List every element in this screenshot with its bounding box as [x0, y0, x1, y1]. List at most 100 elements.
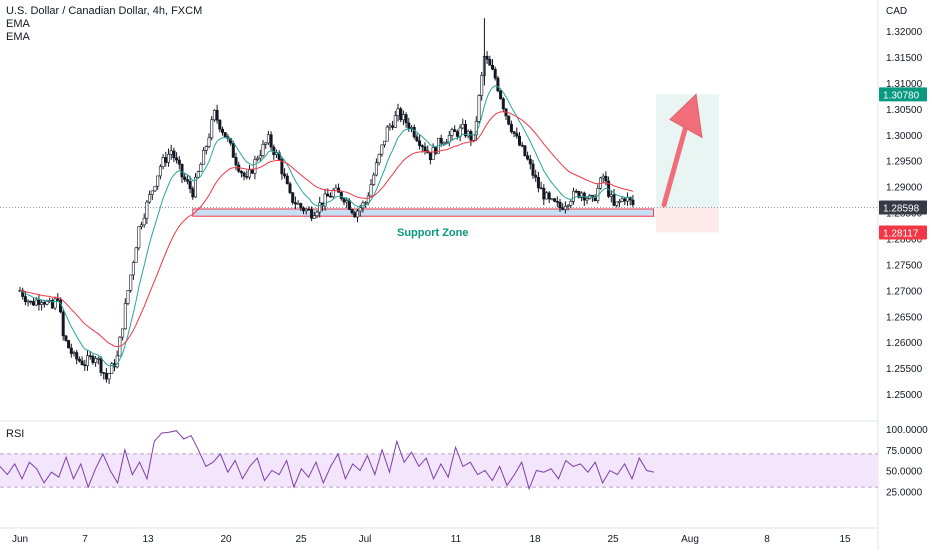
- price-tick-label: 1.27000: [886, 286, 923, 297]
- candle-body: [156, 175, 160, 187]
- candle-body: [264, 142, 268, 145]
- projection-arrow-head: [669, 93, 703, 139]
- candle-body: [72, 352, 76, 354]
- candle-body: [512, 131, 516, 134]
- candle-body: [385, 126, 389, 142]
- candle-body: [185, 179, 189, 182]
- candle-body: [148, 194, 152, 203]
- candle-body: [431, 147, 435, 161]
- candle-body: [288, 183, 292, 193]
- candle-body: [423, 146, 427, 152]
- candle-body: [401, 114, 405, 121]
- candle-body: [612, 194, 616, 206]
- candle-body: [172, 150, 176, 159]
- legend-ema-slow[interactable]: EMA: [6, 31, 30, 43]
- candle-body: [99, 358, 103, 373]
- candle-body: [493, 69, 497, 79]
- candle-body: [301, 207, 305, 212]
- candle-body: [77, 358, 81, 362]
- candle-body: [528, 158, 532, 165]
- candle-body: [623, 198, 627, 202]
- candle-body: [231, 142, 235, 158]
- candle-body: [550, 198, 554, 201]
- candle-body: [296, 203, 300, 205]
- candle-body: [80, 360, 84, 365]
- candle-body: [223, 132, 227, 138]
- candle-body: [453, 129, 457, 132]
- candle-body: [115, 355, 119, 368]
- candle-body: [382, 140, 386, 146]
- candle-body: [245, 176, 249, 178]
- candle-body: [175, 157, 179, 161]
- candle-body: [490, 64, 494, 70]
- support-zone: [192, 208, 655, 217]
- candle-body: [536, 177, 540, 189]
- time-tick-label: Jul: [359, 534, 372, 545]
- candle-body: [534, 175, 538, 178]
- rsi-tick-label: 75.0000: [886, 446, 923, 457]
- candle-body: [107, 373, 111, 380]
- candle-body: [164, 157, 168, 163]
- price-tick-label: 1.28000: [886, 235, 923, 246]
- ema-fast-line: [19, 85, 634, 367]
- candle-body: [523, 145, 527, 157]
- candle-body: [123, 303, 127, 330]
- candle-body: [83, 364, 87, 366]
- candle-body: [94, 358, 98, 363]
- candle-body: [585, 198, 589, 201]
- candle-body: [515, 133, 519, 137]
- stop-zone: [656, 207, 719, 233]
- candle-body: [161, 157, 165, 167]
- candle-body: [472, 134, 476, 141]
- candle-body: [488, 59, 492, 66]
- candle-body: [355, 210, 359, 218]
- rsi-tick-label: 100.0000: [886, 425, 928, 436]
- candle-body: [150, 190, 154, 195]
- candle-body: [261, 144, 265, 156]
- candle-body: [539, 187, 543, 190]
- candle-body: [269, 134, 273, 148]
- candle-body: [64, 335, 68, 341]
- candle-body: [61, 311, 65, 337]
- candle-body: [399, 108, 403, 121]
- candle-body: [167, 153, 171, 163]
- candle-body: [307, 208, 311, 211]
- candle-body: [404, 114, 408, 124]
- price-badge-label: 1.30780: [883, 90, 920, 101]
- candle-body: [215, 110, 219, 121]
- time-tick-label: 7: [82, 534, 88, 545]
- price-badge-label: 1.28598: [883, 204, 920, 215]
- legend-ema-fast[interactable]: EMA: [6, 18, 30, 30]
- candle-body: [45, 301, 49, 305]
- price-badge: [879, 87, 927, 102]
- candle-body: [250, 169, 254, 174]
- candle-body: [342, 198, 346, 203]
- candle-body: [121, 328, 125, 338]
- candle-body: [566, 205, 570, 207]
- candle-body: [353, 212, 357, 218]
- candle-body: [391, 125, 395, 128]
- price-tick-label: 1.32000: [886, 27, 923, 38]
- candle-body: [571, 190, 575, 202]
- candle-body: [609, 194, 613, 197]
- candle-body: [396, 108, 400, 116]
- candle-body: [67, 340, 71, 349]
- candle-body: [461, 123, 465, 129]
- rsi-tick-label: 25.0000: [886, 487, 923, 498]
- candle-body: [129, 274, 133, 291]
- candle-body: [418, 140, 422, 146]
- candle-body: [158, 166, 162, 177]
- candle-body: [272, 146, 276, 155]
- time-tick-label: 20: [220, 534, 232, 545]
- candle-body: [366, 195, 370, 203]
- candle-body: [188, 180, 192, 189]
- candle-body: [26, 300, 30, 303]
- time-tick-label: 8: [764, 534, 770, 545]
- candle-body: [380, 144, 384, 155]
- candle-body: [104, 373, 108, 380]
- candle-body: [248, 169, 252, 178]
- candle-body: [131, 262, 135, 276]
- candle-body: [507, 115, 511, 125]
